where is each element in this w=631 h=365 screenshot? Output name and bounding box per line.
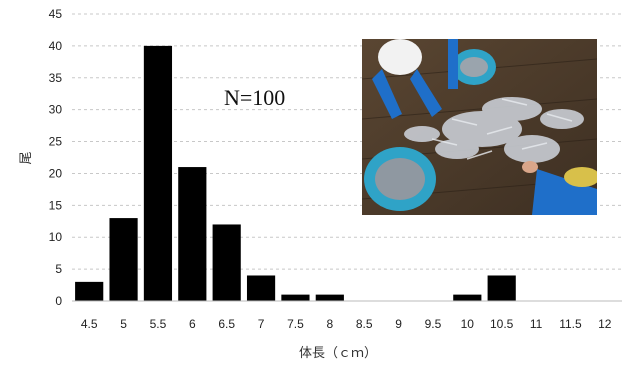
y-tick-label: 25 — [49, 135, 63, 149]
y-tick-label: 15 — [49, 198, 63, 212]
y-tick-label: 20 — [49, 166, 63, 180]
bar-5 — [109, 218, 138, 301]
bar-6.5 — [212, 224, 241, 301]
x-tick-label: 8 — [326, 317, 333, 331]
x-tick-label: 9.5 — [425, 317, 442, 331]
bar-7.5 — [281, 294, 310, 301]
y-tick-label: 10 — [49, 230, 63, 244]
x-tick-label: 7 — [258, 317, 265, 331]
x-axis-title: 体長（ｃｍ） — [299, 346, 377, 361]
x-tick-label: 5 — [120, 317, 127, 331]
sample-size-annotation: N=100 — [224, 85, 285, 110]
bar-8 — [315, 294, 344, 301]
x-tick-label: 4.5 — [81, 317, 98, 331]
x-tick-label: 10 — [461, 317, 475, 331]
fish-sorting-photo — [362, 39, 597, 215]
x-tick-label: 6 — [189, 317, 196, 331]
x-tick-label: 11 — [530, 317, 543, 331]
y-tick-label: 5 — [55, 262, 62, 276]
bar-10.5 — [487, 275, 516, 301]
y-tick-label: 45 — [49, 7, 63, 21]
x-tick-labels: 4.5 5 5.5 6 6.5 7 7.5 8 8.5 9 9.5 10 10.5 11 11.5 12 — [81, 317, 612, 331]
bar-4.5 — [75, 281, 104, 301]
y-tick-label: 35 — [49, 71, 63, 85]
y-axis-title: 尾 — [19, 151, 34, 164]
x-tick-label: 7.5 — [287, 317, 304, 331]
x-tick-label: 9 — [395, 317, 402, 331]
x-tick-label: 5.5 — [150, 317, 167, 331]
bars — [75, 45, 516, 302]
x-tick-label: 11.5 — [559, 317, 582, 331]
bar-7 — [246, 275, 276, 301]
x-tick-label: 10.5 — [490, 317, 514, 331]
bar-6 — [178, 167, 207, 301]
x-tick-label: 12 — [598, 317, 612, 331]
bar-5.5 — [143, 45, 173, 302]
x-tick-label: 6.5 — [218, 317, 235, 331]
y-tick-label: 40 — [49, 39, 63, 53]
bar-10 — [453, 294, 482, 301]
y-tick-label: 30 — [49, 103, 63, 117]
y-tick-labels: 0 5 10 15 20 25 30 35 40 45 — [49, 7, 63, 308]
y-tick-label: 0 — [55, 294, 62, 308]
x-tick-label: 8.5 — [356, 317, 373, 331]
